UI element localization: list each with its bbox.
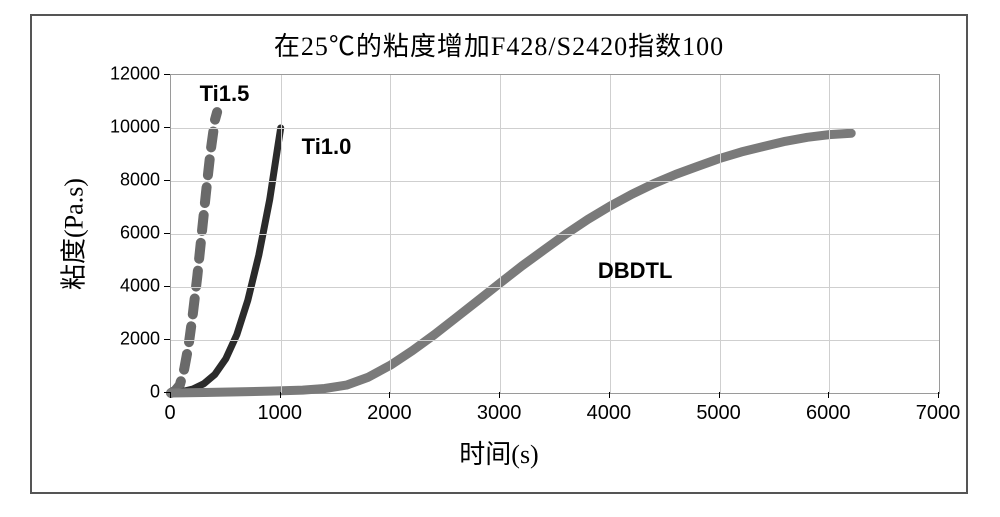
series-label-DBDTL: DBDTL <box>598 258 673 284</box>
series-Ti1.5 <box>171 112 217 393</box>
grid-line-h <box>171 340 939 341</box>
grid-line-h <box>171 287 939 288</box>
y-tick <box>164 127 170 128</box>
y-tick-label: 0 <box>70 382 160 403</box>
x-axis-label: 时间(s) <box>32 434 966 471</box>
x-tick-label: 0 <box>130 402 210 425</box>
y-tick-label: 12000 <box>70 64 160 85</box>
y-tick-label: 4000 <box>70 276 160 297</box>
x-tick-label: 6000 <box>788 402 868 425</box>
x-tick <box>719 392 720 398</box>
series-label-Ti1.0: Ti1.0 <box>302 134 352 160</box>
y-tick <box>164 286 170 287</box>
x-tick-label: 7000 <box>898 402 978 425</box>
series-label-Ti1.5: Ti1.5 <box>200 81 250 107</box>
plot-area <box>170 74 940 394</box>
x-tick <box>389 392 390 398</box>
grid-line-v <box>610 75 611 393</box>
x-tick-label: 1000 <box>240 402 320 425</box>
y-tick <box>164 74 170 75</box>
y-tick-label: 2000 <box>70 329 160 350</box>
y-tick <box>164 180 170 181</box>
x-tick-label: 2000 <box>349 402 429 425</box>
grid-line-h <box>171 128 939 129</box>
x-tick-label: 4000 <box>569 402 649 425</box>
x-tick <box>828 392 829 398</box>
grid-line-v <box>720 75 721 393</box>
grid-line-v <box>829 75 830 393</box>
y-tick-label: 10000 <box>70 117 160 138</box>
grid-line-h <box>171 181 939 182</box>
x-tick <box>499 392 500 398</box>
grid-line-v <box>281 75 282 393</box>
x-tick <box>170 392 171 398</box>
x-tick <box>280 392 281 398</box>
grid-line-v <box>500 75 501 393</box>
chart-container: 在25℃的粘度增加F428/S2420指数100 粘度(Pa.s) 时间(s) … <box>30 14 968 494</box>
y-tick <box>164 339 170 340</box>
x-tick <box>609 392 610 398</box>
y-tick <box>164 233 170 234</box>
x-tick-label: 5000 <box>679 402 759 425</box>
y-tick-label: 8000 <box>70 170 160 191</box>
chart-title: 在25℃的粘度增加F428/S2420指数100 <box>32 26 966 63</box>
x-tick <box>938 392 939 398</box>
y-tick-label: 6000 <box>70 223 160 244</box>
grid-line-h <box>171 234 939 235</box>
x-tick-label: 3000 <box>459 402 539 425</box>
grid-line-v <box>390 75 391 393</box>
